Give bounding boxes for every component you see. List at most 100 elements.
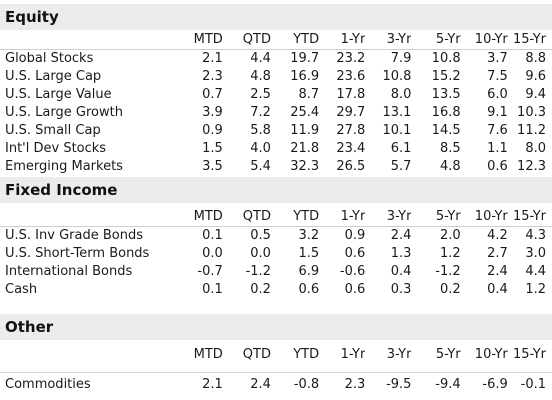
column-header-ytd: YTD — [293, 347, 320, 362]
return-value: 8.8 — [525, 51, 546, 66]
other-table-body: Commodities 2.1 2.4 -0.8 2.3 -9.5 -9.4 -… — [0, 376, 552, 394]
return-value: 2.3 — [344, 377, 366, 392]
return-value: 3.5 — [202, 159, 223, 174]
return-value: 4.8 — [250, 69, 271, 84]
row-label-blank — [0, 31, 175, 50]
section-title-equity: Equity — [0, 4, 552, 30]
return-value: 0.9 — [202, 123, 223, 138]
return-value: 25.4 — [290, 105, 320, 120]
return-value: 0.4 — [487, 282, 508, 297]
other-table: MTD QTD YTD 1-Yr 3-Yr 5-Yr 10-Yr 15-Yr — [0, 346, 552, 364]
return-value: 3.0 — [525, 246, 546, 261]
table-row: Commodities 2.1 2.4 -0.8 2.3 -9.5 -9.4 -… — [0, 376, 552, 394]
return-value: 9.6 — [525, 69, 546, 84]
column-header-15yr: 15-Yr — [513, 347, 546, 362]
return-value: 0.3 — [390, 282, 412, 297]
return-value: 5.7 — [390, 159, 412, 174]
return-value: 5.8 — [250, 123, 271, 138]
return-value: 3.9 — [202, 105, 223, 120]
column-header-mtd: MTD — [174, 31, 223, 50]
return-value: -6.9 — [482, 377, 508, 392]
return-value: 10.1 — [382, 123, 412, 138]
return-value: 5.4 — [250, 159, 271, 174]
asset-name: U.S. Short-Term Bonds — [5, 246, 150, 261]
column-header-row: MTD QTD YTD 1-Yr 3-Yr 5-Yr 10-Yr 15-Yr — [0, 346, 552, 364]
column-header-10yr: 10-Yr — [474, 347, 508, 362]
return-value: 11.9 — [290, 123, 320, 138]
table-row: U.S. Large Growth 3.9 7.2 25.4 29.7 13.1… — [0, 104, 552, 122]
return-value: -1.2 — [435, 264, 461, 279]
return-value: 23.2 — [336, 51, 366, 66]
return-value: 0.6 — [298, 282, 320, 297]
return-value: 7.2 — [250, 105, 271, 120]
return-value: 4.2 — [487, 228, 508, 243]
column-header-ytd: YTD — [270, 208, 320, 227]
return-value: -0.6 — [339, 264, 366, 279]
return-value: 6.0 — [487, 87, 508, 102]
table-row: Int'l Dev Stocks 1.5 4.0 21.8 23.4 6.1 8… — [0, 140, 552, 158]
asset-name: Emerging Markets — [5, 159, 123, 174]
divider — [0, 372, 552, 373]
table-row: U.S. Short-Term Bonds 0.0 0.0 1.5 0.6 1.… — [0, 245, 552, 263]
return-value: 2.1 — [202, 51, 223, 66]
column-header-qtd: QTD — [242, 347, 271, 362]
return-value: 4.4 — [250, 51, 271, 66]
return-value: 8.0 — [525, 141, 546, 156]
column-header-5yr: 5-Yr — [411, 208, 461, 227]
return-value: 10.8 — [382, 69, 412, 84]
return-value: 2.3 — [202, 69, 223, 84]
return-value: 3.7 — [487, 51, 508, 66]
table-row: U.S. Large Cap 2.3 4.8 16.9 23.6 10.8 15… — [0, 68, 552, 86]
return-value: 27.8 — [336, 123, 366, 138]
return-value: 0.9 — [344, 228, 366, 243]
return-value: 0.6 — [487, 159, 508, 174]
return-value: -1.2 — [245, 264, 271, 279]
return-value: 1.2 — [439, 246, 461, 261]
table-row: Emerging Markets 3.5 5.4 32.3 26.5 5.7 4… — [0, 158, 552, 176]
column-header-10yr: 10-Yr — [460, 31, 508, 50]
return-value: 2.1 — [202, 377, 223, 392]
return-value: 15.2 — [431, 69, 461, 84]
column-header-5yr: 5-Yr — [435, 347, 461, 362]
asset-name: Int'l Dev Stocks — [5, 141, 107, 156]
asset-name: Cash — [5, 282, 38, 297]
return-value: 14.5 — [431, 123, 461, 138]
return-value: 0.6 — [344, 282, 366, 297]
column-header-5yr: 5-Yr — [411, 31, 461, 50]
return-value: 8.0 — [390, 87, 412, 102]
column-header-3yr: 3-Yr — [365, 31, 412, 50]
column-header-10yr: 10-Yr — [460, 208, 508, 227]
return-value: 32.3 — [290, 159, 320, 174]
asset-name: Commodities — [5, 377, 91, 392]
return-value: 0.7 — [202, 87, 223, 102]
return-value: 0.1 — [202, 228, 223, 243]
return-value: 7.5 — [487, 69, 508, 84]
return-value: -0.7 — [197, 264, 223, 279]
return-value: 0.6 — [344, 246, 366, 261]
return-value: 19.7 — [290, 51, 320, 66]
return-value: 4.0 — [250, 141, 271, 156]
asset-name: U.S. Small Cap — [5, 123, 101, 138]
return-value: 10.3 — [517, 105, 546, 120]
row-label-blank — [0, 208, 175, 227]
column-header-mtd: MTD — [174, 208, 223, 227]
return-value: 0.1 — [202, 282, 223, 297]
return-value: 1.5 — [298, 246, 320, 261]
section-title-fixed-income: Fixed Income — [0, 177, 552, 203]
return-value: 17.8 — [336, 87, 366, 102]
return-value: 1.5 — [202, 141, 223, 156]
return-value: 0.2 — [439, 282, 461, 297]
asset-name: U.S. Large Cap — [5, 69, 102, 84]
return-value: 9.4 — [525, 87, 546, 102]
return-value: 2.4 — [390, 228, 412, 243]
return-value: 4.8 — [439, 159, 461, 174]
column-header-15yr: 15-Yr — [507, 208, 552, 227]
return-value: 0.2 — [250, 282, 271, 297]
return-value: -9.4 — [435, 377, 461, 392]
equity-table: MTD QTD YTD 1-Yr 3-Yr 5-Yr 10-Yr 15-Yr G… — [0, 31, 552, 176]
column-header-ytd: YTD — [270, 31, 320, 50]
fixed-income-table: MTD QTD YTD 1-Yr 3-Yr 5-Yr 10-Yr 15-Yr U… — [0, 208, 552, 299]
column-header-mtd: MTD — [193, 347, 223, 362]
return-value: 7.9 — [390, 51, 412, 66]
return-value: 4.4 — [525, 264, 546, 279]
